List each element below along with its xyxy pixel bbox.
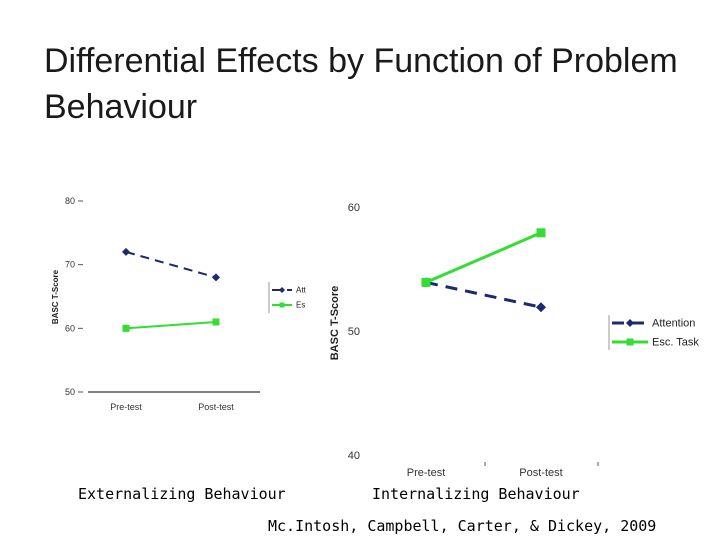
- chart2-x-tick-label: Post-test: [519, 467, 562, 479]
- chart2-x-tick-label: Pre-test: [407, 467, 446, 479]
- chart1-y-tick-label: 80: [65, 196, 75, 206]
- chart2-caption: Internalizing Behaviour: [372, 485, 580, 503]
- chart1-y-tick-label: 60: [65, 323, 75, 333]
- chart2-point-esc-task: [421, 277, 431, 287]
- chart1-legend-marker: [279, 302, 285, 308]
- citation: Mc.Intosh, Campbell, Carter, & Dickey, 2…: [268, 517, 657, 535]
- chart1-x-tick-label: Pre-test: [110, 402, 142, 412]
- chart1-y-axis-title: BASC T-Score: [51, 269, 60, 324]
- chart1-x-tick-label: Post-test: [198, 402, 234, 412]
- chart1-point-esc-task: [122, 324, 130, 332]
- chart2-point-esc-task: [536, 228, 546, 238]
- chart2-legend-label: Esc. Task: [652, 337, 699, 349]
- chart1-legend-label: Att: [296, 286, 307, 295]
- chart2-y-tick-label: 50: [348, 326, 360, 338]
- chart2-point-attention: [536, 302, 546, 313]
- chart2-legend-label: Attention: [652, 318, 695, 330]
- chart2-y-axis-title: BASC T-Score: [329, 286, 341, 361]
- chart1-point-esc-task: [212, 318, 220, 326]
- internalizing-chart: BASC T-Score 40 50 60 Pre-test Post-test At…: [329, 202, 699, 479]
- chart1-caption: Externalizing Behaviour: [78, 485, 286, 503]
- chart2-legend-marker: [626, 338, 634, 346]
- chart1-y-tick-label: 70: [65, 260, 75, 270]
- slide-title: Differential Effects by Function of Prob…: [44, 42, 678, 126]
- chart1-legend-marker: [279, 287, 285, 293]
- chart1-point-attention: [212, 273, 220, 282]
- chart2-y-tick-label: 40: [348, 450, 360, 462]
- chart1-legend-label: Es: [296, 301, 305, 310]
- chart1-point-attention: [122, 247, 130, 256]
- chart2-legend-marker: [626, 319, 634, 327]
- chart1-y-tick-label: 50: [65, 387, 75, 397]
- chart2-y-tick-label: 60: [348, 202, 360, 214]
- chart1-series-line-attention: [125, 250, 217, 279]
- chart2-series-line-attention: [425, 280, 542, 309]
- chart2-series-line-esc-task: [425, 231, 542, 284]
- chart1-series-line-esc-task: [125, 320, 217, 330]
